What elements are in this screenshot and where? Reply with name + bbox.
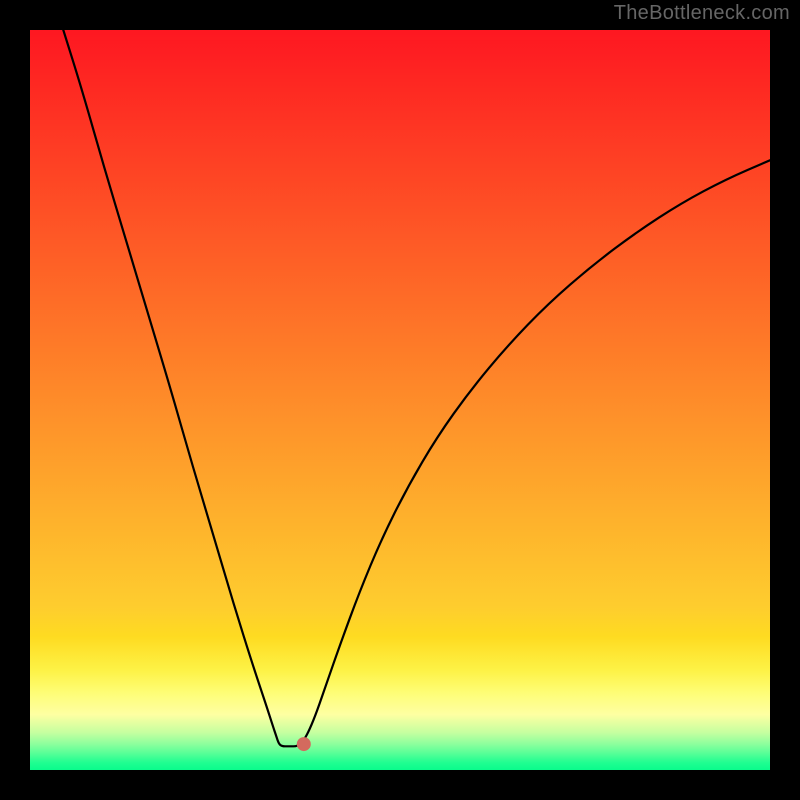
chart-svg (30, 30, 770, 770)
chart-frame: TheBottleneck.com (0, 0, 800, 800)
gradient-background (30, 30, 770, 770)
optimal-point-marker (297, 737, 311, 751)
watermark-text: TheBottleneck.com (614, 2, 790, 25)
plot-area (30, 30, 770, 770)
